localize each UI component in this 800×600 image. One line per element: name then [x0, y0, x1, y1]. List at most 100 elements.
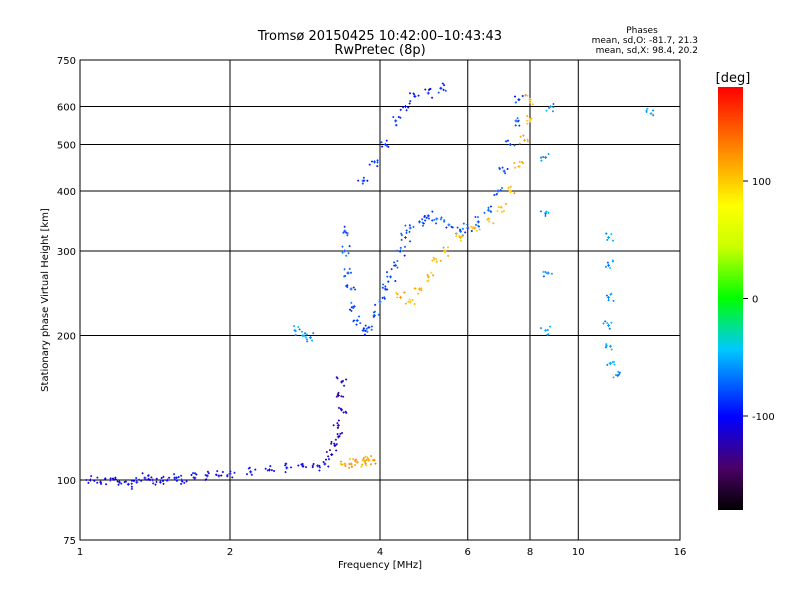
data-point-echo: [464, 231, 467, 234]
data-point-echo: [385, 139, 388, 142]
data-point: [285, 466, 289, 470]
data-point-echo: [130, 479, 133, 482]
data-point-echo: [376, 159, 379, 162]
data-point-echo: [646, 107, 649, 110]
data-point-echo: [380, 141, 383, 144]
data-point-echo: [348, 463, 351, 466]
data-point-echo: [338, 435, 341, 438]
data-point-echo: [113, 478, 116, 481]
data-point-echo: [180, 474, 183, 477]
data-point-echo: [343, 275, 346, 278]
data-point-echo: [618, 371, 621, 374]
data-point-echo: [372, 314, 375, 317]
data-point-echo: [396, 259, 399, 262]
data-point-echo: [612, 360, 615, 363]
data-point: [607, 236, 611, 240]
data-point: [544, 328, 548, 332]
data-point-echo: [461, 235, 464, 238]
data-point-echo: [93, 479, 96, 482]
data-point-echo: [345, 285, 348, 288]
data-point-echo: [350, 271, 353, 274]
data-point-echo: [339, 432, 342, 435]
data-point-echo: [146, 478, 149, 481]
data-point-echo: [147, 474, 150, 477]
data-point: [343, 249, 347, 253]
data-point-echo: [496, 210, 499, 213]
data-point-echo: [346, 286, 349, 289]
data-point-echo: [612, 376, 615, 379]
data-point-echo: [350, 306, 353, 309]
data-point-echo: [304, 336, 307, 339]
data-point-echo: [426, 273, 429, 276]
data-point-echo: [498, 167, 501, 170]
y-tick-label: 200: [57, 332, 76, 343]
data-point-echo: [183, 481, 186, 484]
data-point-echo: [354, 464, 357, 467]
data-point-echo: [522, 162, 525, 165]
data-point: [205, 474, 209, 478]
data-point: [340, 380, 344, 384]
data-point-echo: [652, 114, 655, 117]
colorbar-tick-label: 100: [752, 177, 771, 188]
y-tick-label: 500: [57, 141, 76, 152]
data-point-echo: [526, 140, 529, 143]
data-point-echo: [175, 479, 178, 482]
data-point-echo: [470, 230, 473, 233]
data-point-echo: [539, 210, 542, 213]
colorbar-ticks: 100 0 -100: [743, 177, 775, 423]
data-point-echo: [434, 257, 437, 260]
data-point-echo: [552, 103, 555, 106]
data-point-echo: [382, 283, 385, 286]
data-point-echo: [168, 476, 171, 479]
data-point: [151, 478, 155, 482]
data-point-echo: [346, 232, 349, 235]
data-point-echo: [231, 476, 234, 479]
data-point-echo: [606, 363, 609, 366]
data-point: [528, 98, 532, 102]
data-point-echo: [413, 93, 416, 96]
data-point: [607, 323, 611, 327]
data-point-echo: [162, 482, 165, 485]
data-point-echo: [431, 96, 434, 99]
data-point-echo: [302, 465, 305, 468]
data-point-echo: [140, 479, 143, 482]
data-point: [323, 462, 327, 466]
data-point-echo: [461, 227, 464, 230]
data-point-echo: [250, 473, 253, 476]
data-point-echo: [504, 172, 507, 175]
data-point-echo: [604, 346, 607, 349]
data-point: [403, 236, 407, 240]
data-point-echo: [398, 250, 401, 253]
data-point-echo: [424, 88, 427, 91]
data-point-echo: [318, 469, 321, 472]
phase-stats-o: mean, sd,O: -81.7, 21.3: [592, 36, 698, 46]
data-point-echo: [342, 395, 345, 398]
data-point: [308, 336, 312, 340]
data-point-echo: [353, 319, 356, 322]
data-point-echo: [605, 232, 608, 235]
data-point-echo: [273, 469, 276, 472]
data-point: [267, 468, 271, 472]
data-point-echo: [544, 214, 547, 217]
data-point-echo: [365, 459, 368, 462]
data-point-echo: [404, 302, 407, 305]
data-point: [389, 275, 393, 279]
data-point-echo: [352, 286, 355, 289]
data-point: [517, 164, 521, 168]
data-point-echo: [610, 233, 613, 236]
data-point-echo: [175, 476, 178, 479]
data-point-echo: [352, 306, 355, 309]
data-point-echo: [96, 476, 99, 479]
data-point-echo: [361, 182, 364, 185]
y-tick-label: 100: [57, 476, 76, 487]
data-point-echo: [383, 297, 386, 300]
data-point-echo: [609, 266, 612, 269]
data-point-echo: [285, 462, 288, 465]
series-group: [85, 458, 330, 490]
series-group: [325, 376, 348, 458]
data-point-echo: [426, 280, 429, 283]
data-point-echo: [362, 327, 365, 330]
data-point-echo: [425, 216, 428, 219]
series-group: [341, 94, 524, 336]
data-point-echo: [204, 474, 207, 477]
